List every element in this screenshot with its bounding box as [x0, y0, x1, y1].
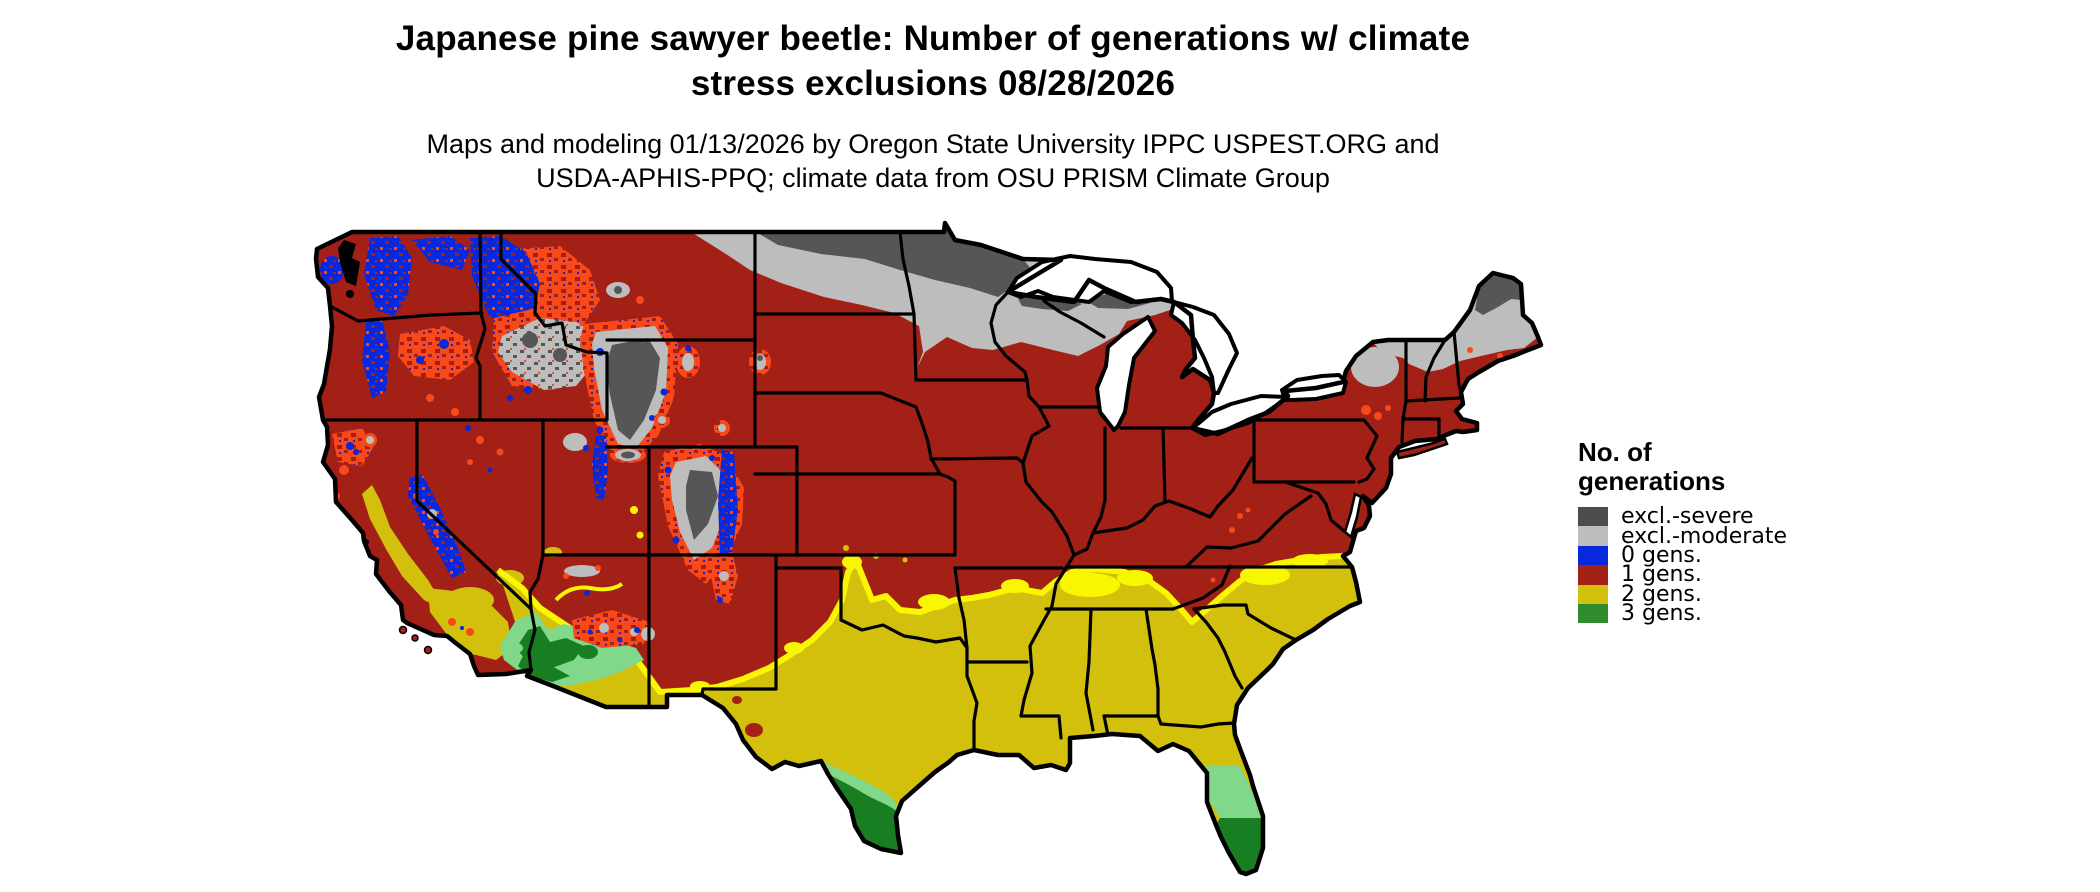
legend-label: 0 gens. [1621, 542, 1702, 568]
state-borders [321, 230, 1463, 752]
legend: No. of generations excl.-severe excl.-mod… [1578, 437, 1787, 627]
legend-items: excl.-severe excl.-moderate 0 gens. 1 gens.… [1578, 504, 1787, 627]
us-outline [313, 220, 1544, 877]
map-title-line1: Japanese pine sawyer beetle: Number of g… [395, 19, 1471, 58]
map-subtitle: Maps and modeling 01/13/2026 by Oregon S… [0, 127, 1866, 195]
legend-label: excl.-moderate [1621, 523, 1787, 549]
legend-swatch [1578, 603, 1608, 624]
legend-label: excl.-severe [1621, 504, 1754, 530]
legend-label: 2 gens. [1621, 581, 1702, 607]
legend-item: excl.-severe [1578, 504, 1787, 530]
legend-item: 1 gens. [1578, 562, 1787, 588]
region-transition-yellow [496, 506, 1344, 695]
region-excl-moderate-north [691, 223, 1174, 368]
legend-swatch [1578, 565, 1608, 585]
map-title-line2: stress exclusions 08/28/2026 [690, 64, 1176, 103]
legend-swatch [1578, 545, 1608, 566]
legend-item: 3 gens. [1578, 601, 1787, 627]
legend-label: 3 gens. [1621, 601, 1702, 627]
legend-swatch [1578, 507, 1608, 527]
long-island [1395, 437, 1449, 460]
map-regions [320, 223, 1538, 874]
legend-title-line1: No. of [1578, 437, 1652, 467]
legend-title-line2: generations [1578, 466, 1726, 496]
map-subtitle-line1: Maps and modeling 01/13/2026 by Oregon S… [426, 129, 1440, 159]
legend-item: excl.-moderate [1578, 524, 1787, 549]
region-red-islands [732, 577, 1216, 737]
region-2gens [362, 485, 1360, 874]
legend-swatch [1578, 526, 1608, 546]
legend-swatch [1578, 584, 1608, 604]
region-west-mountains [320, 236, 1251, 648]
legend-label: 1 gens. [1621, 562, 1702, 588]
legend-item: 2 gens. [1578, 581, 1787, 607]
lake-michigan [1095, 315, 1157, 432]
legend-item: 0 gens. [1578, 542, 1787, 568]
header: Japanese pine sawyer beetle: Number of g… [0, 16, 1866, 195]
map-subtitle-line2: USDA-APHIS-PPQ; climate data from OSU PR… [536, 163, 1330, 193]
region-excl-northeast [1351, 273, 1538, 420]
chesapeake-bay [1343, 492, 1363, 540]
map-extras [398, 437, 1449, 655]
